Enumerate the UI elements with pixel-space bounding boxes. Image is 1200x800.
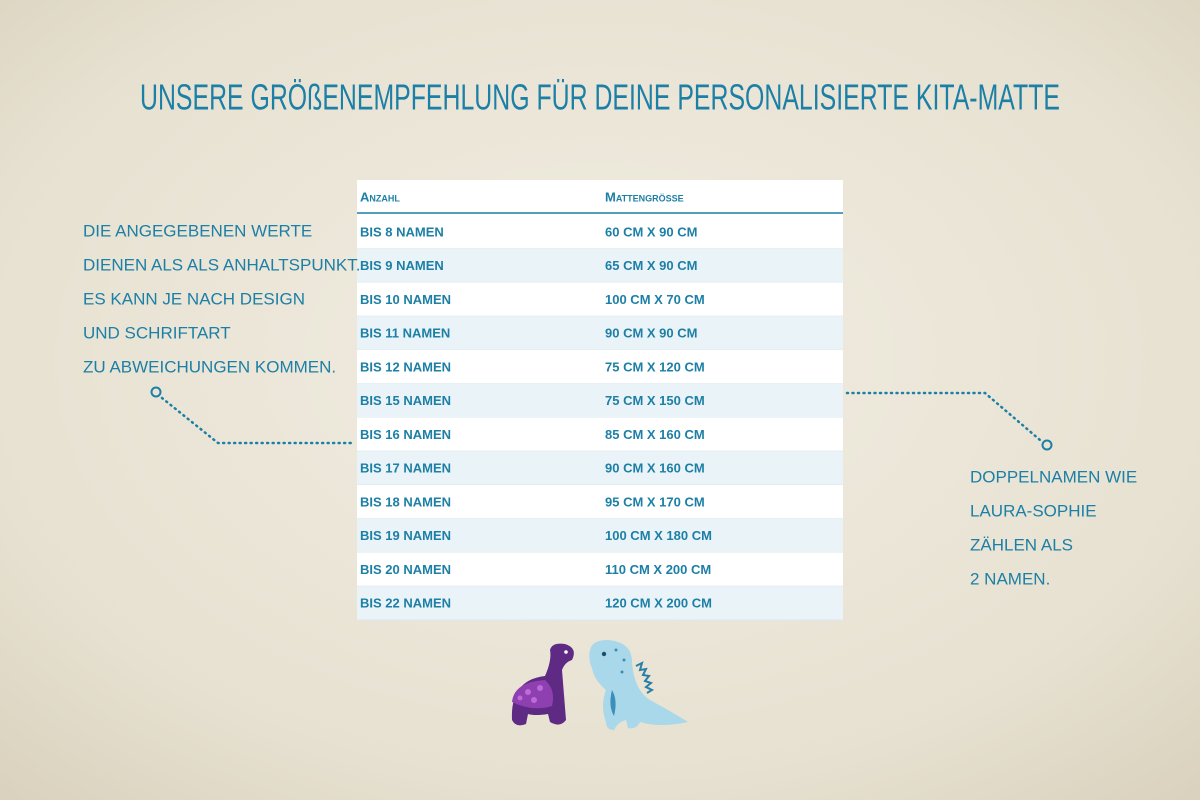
- table-cell: 60 CM X 90 CM: [605, 224, 697, 239]
- table-row: [357, 248, 843, 283]
- table-cell: 100 CM X 180 CM: [605, 528, 712, 543]
- right-connector-dot: [1041, 439, 1053, 451]
- left-note-line: UND SCHRIFTART: [83, 323, 231, 342]
- left-note-line: DIE ANGEGEBENEN WERTE: [83, 221, 312, 240]
- right-note-line: DOPPELNAMEN WIE: [970, 467, 1137, 486]
- right-note-line: 2 NAMEN.: [970, 569, 1050, 588]
- table-cell: 120 CM X 200 CM: [605, 596, 712, 611]
- table-row: [357, 350, 843, 384]
- left-note: DIE ANGEGEBENEN WERTE DIENEN ALS ALS ANHA…: [83, 221, 360, 376]
- table-cell: 95 CM X 170 CM: [605, 494, 705, 509]
- table-row: [357, 215, 843, 249]
- blue-dino: [589, 640, 688, 730]
- connectors: [160, 391, 1042, 445]
- table-cell: BIS 8 NAMEN: [360, 224, 444, 239]
- right-note-line: LAURA-SOPHIE: [970, 501, 1097, 520]
- table-cell: BIS 15 NAMEN: [360, 393, 451, 408]
- left-connector: [160, 396, 357, 445]
- table-cell: 75 CM X 150 CM: [605, 393, 705, 408]
- table: Anzahl Mattengröße BIS 8 NAMEN 60 CM X 90 C…: [357, 189, 843, 621]
- table-row: [357, 552, 843, 587]
- table-cell: BIS 10 NAMEN: [360, 292, 451, 307]
- table-cell: BIS 16 NAMEN: [360, 427, 451, 442]
- table-row: [357, 316, 843, 350]
- table-row: [357, 518, 843, 553]
- table-cell: 85 CM X 160 CM: [605, 427, 705, 442]
- column-header: Anzahl: [360, 189, 400, 204]
- column-header: Mattengröße: [605, 189, 684, 204]
- table-row: [357, 451, 843, 485]
- table-cell: BIS 22 NAMEN: [360, 596, 451, 611]
- right-note: DOPPELNAMEN WIE LAURA-SOPHIE ZÄHLEN ALS 2 N…: [970, 467, 1137, 588]
- table-cell: BIS 18 NAMEN: [360, 494, 451, 509]
- table-cell: 100 CM X 70 CM: [605, 292, 705, 307]
- table-cell: BIS 20 NAMEN: [360, 562, 451, 577]
- table-cell: 65 CM X 90 CM: [605, 258, 697, 273]
- table-cell: BIS 19 NAMEN: [360, 528, 451, 543]
- table-row: [357, 282, 843, 317]
- table-cell: BIS 11 NAMEN: [360, 326, 450, 341]
- title: UNSERE GRÖßENEMPFEHLUNG FÜR DEINE PERSON…: [140, 77, 1060, 118]
- left-connector-dot: [150, 386, 162, 398]
- table-cell: BIS 17 NAMEN: [360, 461, 451, 476]
- right-note-line: ZÄHLEN ALS: [970, 535, 1073, 554]
- table-cell: 90 CM X 90 CM: [605, 326, 697, 341]
- right-connector: [845, 391, 1042, 442]
- table-row: [357, 586, 843, 620]
- left-note-line: ES KANN JE NACH DESIGN: [83, 289, 305, 308]
- left-note-line: DIENEN ALS ALS ANHALTSPUNKT.: [83, 255, 360, 274]
- table-row: [357, 417, 843, 452]
- table-cell: BIS 9 NAMEN: [360, 258, 444, 273]
- purple-dino: [511, 643, 574, 726]
- left-note-line: ZU ABWEICHUNGEN KOMMEN.: [83, 357, 336, 376]
- table-cell: 90 CM X 160 CM: [605, 461, 705, 476]
- table-cell: 75 CM X 120 CM: [605, 359, 705, 374]
- table-cell: 110 CM X 200 CM: [605, 562, 711, 577]
- table-row: [357, 485, 843, 519]
- table-row: [357, 383, 843, 418]
- table-cell: BIS 12 NAMEN: [360, 359, 451, 374]
